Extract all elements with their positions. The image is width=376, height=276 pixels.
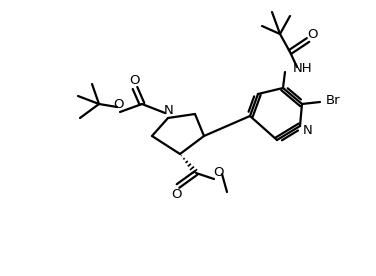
Text: N: N xyxy=(303,123,313,137)
Text: N: N xyxy=(164,105,174,118)
Text: Br: Br xyxy=(326,94,340,107)
Text: O: O xyxy=(307,28,317,41)
Text: NH: NH xyxy=(293,62,312,76)
Text: O: O xyxy=(130,73,140,86)
Text: O: O xyxy=(214,166,224,179)
Text: O: O xyxy=(171,187,181,200)
Text: O: O xyxy=(113,99,123,112)
